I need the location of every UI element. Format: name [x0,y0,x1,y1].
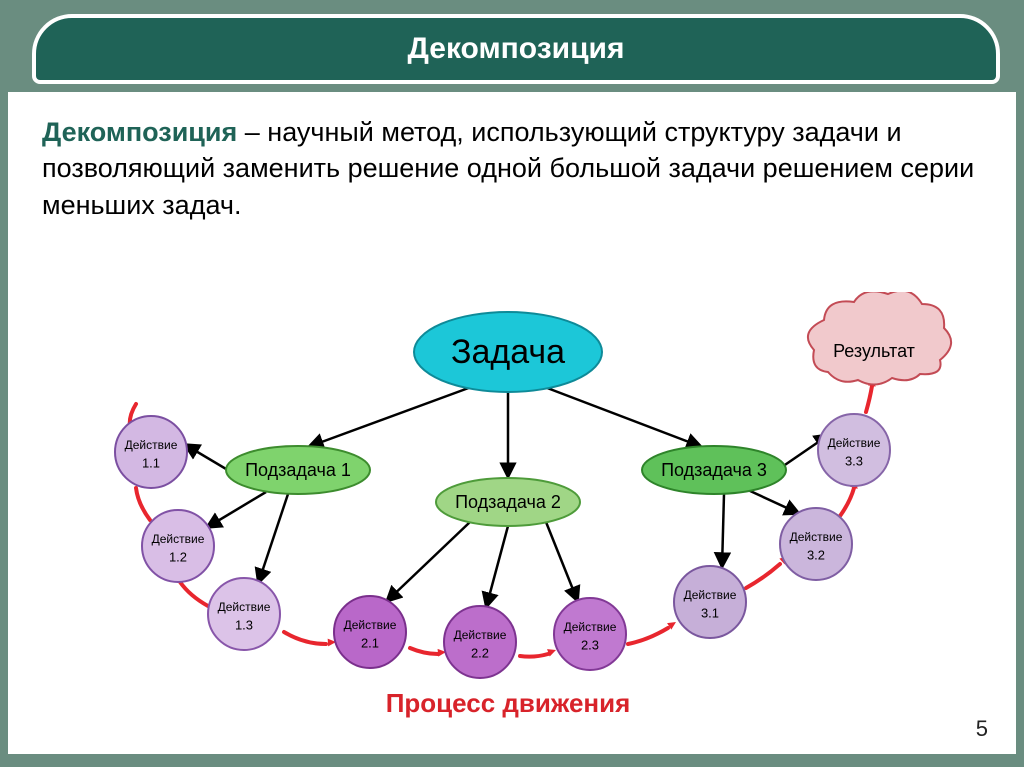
slide-title: Декомпозиция [408,32,625,66]
slide-content: Декомпозиция – научный метод, использующ… [8,92,1016,754]
svg-text:Подзадача 1: Подзадача 1 [245,460,351,480]
svg-text:2.3: 2.3 [581,637,599,652]
definition-term: Декомпозиция [42,117,237,147]
svg-text:1.3: 1.3 [235,617,253,632]
svg-text:3.3: 3.3 [845,453,863,468]
slide-header: Декомпозиция [32,14,1000,84]
svg-text:Действие: Действие [564,620,617,634]
svg-text:Действие: Действие [790,530,843,544]
svg-text:1.1: 1.1 [142,455,160,470]
svg-text:Действие: Действие [454,628,507,642]
svg-text:Действие: Действие [684,588,737,602]
svg-text:Действие: Действие [152,532,205,546]
svg-text:Результат: Результат [833,341,915,361]
svg-text:Подзадача 3: Подзадача 3 [661,460,767,480]
svg-text:2.2: 2.2 [471,645,489,660]
svg-text:Подзадача 2: Подзадача 2 [455,492,561,512]
page-number: 5 [976,716,988,742]
svg-text:1.2: 1.2 [169,549,187,564]
svg-text:Действие: Действие [218,600,271,614]
svg-text:3.2: 3.2 [807,547,825,562]
decomposition-diagram: Задача Подзадача 1 Подзадача 2 Подзадача 3 Д… [8,292,1016,752]
svg-text:Действие: Действие [125,438,178,452]
svg-text:Действие: Действие [344,618,397,632]
svg-text:3.1: 3.1 [701,605,719,620]
svg-text:Действие: Действие [828,436,881,450]
definition-text: Декомпозиция – научный метод, использующ… [42,114,982,223]
svg-text:2.1: 2.1 [361,635,379,650]
svg-text:Процесс движения: Процесс движения [386,688,631,718]
svg-text:Задача: Задача [451,333,565,371]
